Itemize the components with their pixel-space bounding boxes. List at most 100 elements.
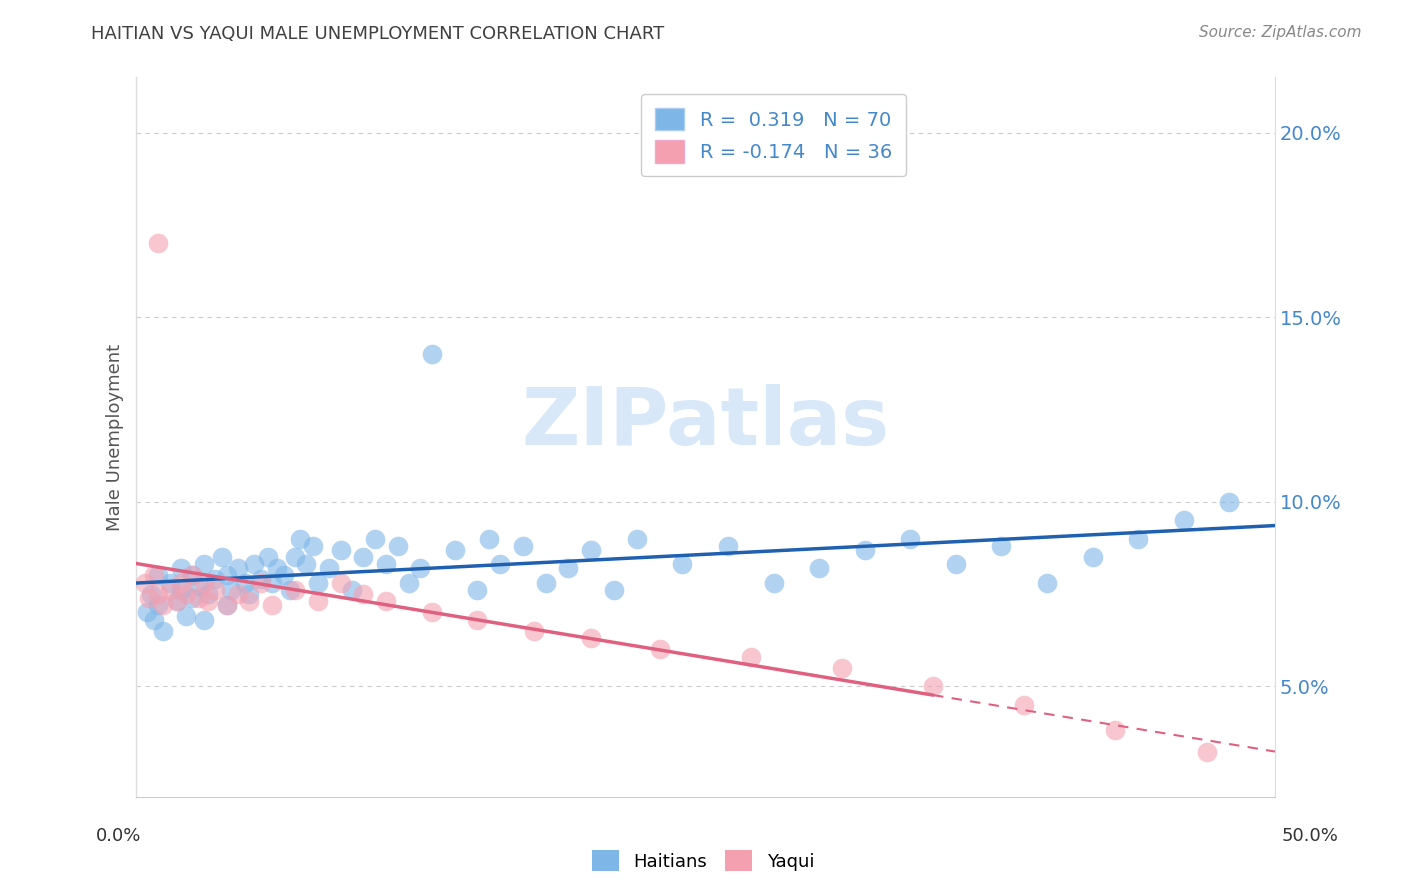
Point bbox=[603, 583, 626, 598]
Point bbox=[204, 572, 226, 586]
Point bbox=[170, 561, 193, 575]
Point bbox=[1036, 575, 1059, 590]
Point bbox=[273, 568, 295, 582]
Point bbox=[197, 587, 219, 601]
Legend: Haitians, Yaqui: Haitians, Yaqui bbox=[585, 843, 821, 879]
Point bbox=[1128, 532, 1150, 546]
Point bbox=[489, 558, 512, 572]
Point bbox=[740, 649, 762, 664]
Point bbox=[1081, 549, 1104, 564]
Point bbox=[262, 575, 284, 590]
Point bbox=[329, 542, 352, 557]
Point bbox=[302, 539, 325, 553]
Point bbox=[420, 347, 443, 361]
Point bbox=[193, 613, 215, 627]
Point bbox=[243, 558, 266, 572]
Point bbox=[648, 642, 671, 657]
Point bbox=[134, 575, 156, 590]
Point bbox=[266, 561, 288, 575]
Point bbox=[262, 598, 284, 612]
Point bbox=[340, 583, 363, 598]
Point bbox=[250, 575, 273, 590]
Point bbox=[215, 568, 238, 582]
Point bbox=[352, 587, 374, 601]
Point bbox=[762, 575, 785, 590]
Point bbox=[717, 539, 740, 553]
Point bbox=[581, 631, 603, 645]
Point bbox=[138, 591, 160, 605]
Point bbox=[523, 624, 546, 638]
Legend: R =  0.319   N = 70, R = -0.174   N = 36: R = 0.319 N = 70, R = -0.174 N = 36 bbox=[641, 95, 905, 177]
Point bbox=[166, 594, 188, 608]
Point bbox=[465, 583, 488, 598]
Point bbox=[420, 605, 443, 619]
Point bbox=[148, 236, 170, 251]
Point bbox=[922, 679, 945, 693]
Point bbox=[193, 558, 215, 572]
Point bbox=[443, 542, 465, 557]
Point bbox=[142, 568, 165, 582]
Point bbox=[284, 549, 307, 564]
Point bbox=[534, 575, 557, 590]
Point bbox=[352, 549, 374, 564]
Point bbox=[148, 568, 170, 582]
Point bbox=[170, 575, 193, 590]
Point bbox=[280, 583, 302, 598]
Point bbox=[898, 532, 921, 546]
Point bbox=[808, 561, 831, 575]
Point bbox=[166, 594, 188, 608]
Point bbox=[250, 572, 273, 586]
Point bbox=[142, 613, 165, 627]
Point bbox=[398, 575, 420, 590]
Point bbox=[256, 549, 278, 564]
Point bbox=[1195, 746, 1218, 760]
Point bbox=[1012, 698, 1035, 712]
Point bbox=[238, 587, 260, 601]
Point bbox=[215, 598, 238, 612]
Point bbox=[478, 532, 501, 546]
Point bbox=[141, 587, 163, 601]
Point bbox=[409, 561, 432, 575]
Point bbox=[233, 575, 256, 590]
Point bbox=[307, 594, 329, 608]
Text: HAITIAN VS YAQUI MALE UNEMPLOYMENT CORRELATION CHART: HAITIAN VS YAQUI MALE UNEMPLOYMENT CORRE… bbox=[91, 25, 665, 43]
Text: 0.0%: 0.0% bbox=[96, 827, 141, 845]
Point bbox=[581, 542, 603, 557]
Point bbox=[307, 575, 329, 590]
Point bbox=[188, 579, 211, 593]
Point bbox=[188, 591, 211, 605]
Point bbox=[557, 561, 579, 575]
Text: 50.0%: 50.0% bbox=[1282, 827, 1339, 845]
Point bbox=[226, 587, 249, 601]
Point bbox=[148, 587, 170, 601]
Point bbox=[159, 583, 181, 598]
Point bbox=[238, 594, 260, 608]
Point bbox=[288, 532, 311, 546]
Point bbox=[159, 575, 181, 590]
Point bbox=[375, 558, 398, 572]
Point bbox=[174, 587, 197, 601]
Point bbox=[211, 549, 233, 564]
Point bbox=[170, 583, 193, 598]
Text: ZIPatlas: ZIPatlas bbox=[522, 384, 890, 462]
Point bbox=[626, 532, 648, 546]
Point bbox=[831, 660, 853, 674]
Point bbox=[295, 558, 318, 572]
Point bbox=[512, 539, 534, 553]
Text: Source: ZipAtlas.com: Source: ZipAtlas.com bbox=[1198, 25, 1361, 40]
Point bbox=[1104, 723, 1126, 738]
Point bbox=[990, 539, 1012, 553]
Point bbox=[375, 594, 398, 608]
Point bbox=[148, 598, 170, 612]
Point bbox=[364, 532, 387, 546]
Point bbox=[671, 558, 693, 572]
Point bbox=[197, 594, 219, 608]
Point bbox=[152, 598, 174, 612]
Point bbox=[318, 561, 340, 575]
Point bbox=[181, 568, 204, 582]
Point bbox=[181, 568, 204, 582]
Point bbox=[945, 558, 967, 572]
Point bbox=[1218, 494, 1240, 508]
Y-axis label: Male Unemployment: Male Unemployment bbox=[107, 343, 124, 531]
Point bbox=[204, 583, 226, 598]
